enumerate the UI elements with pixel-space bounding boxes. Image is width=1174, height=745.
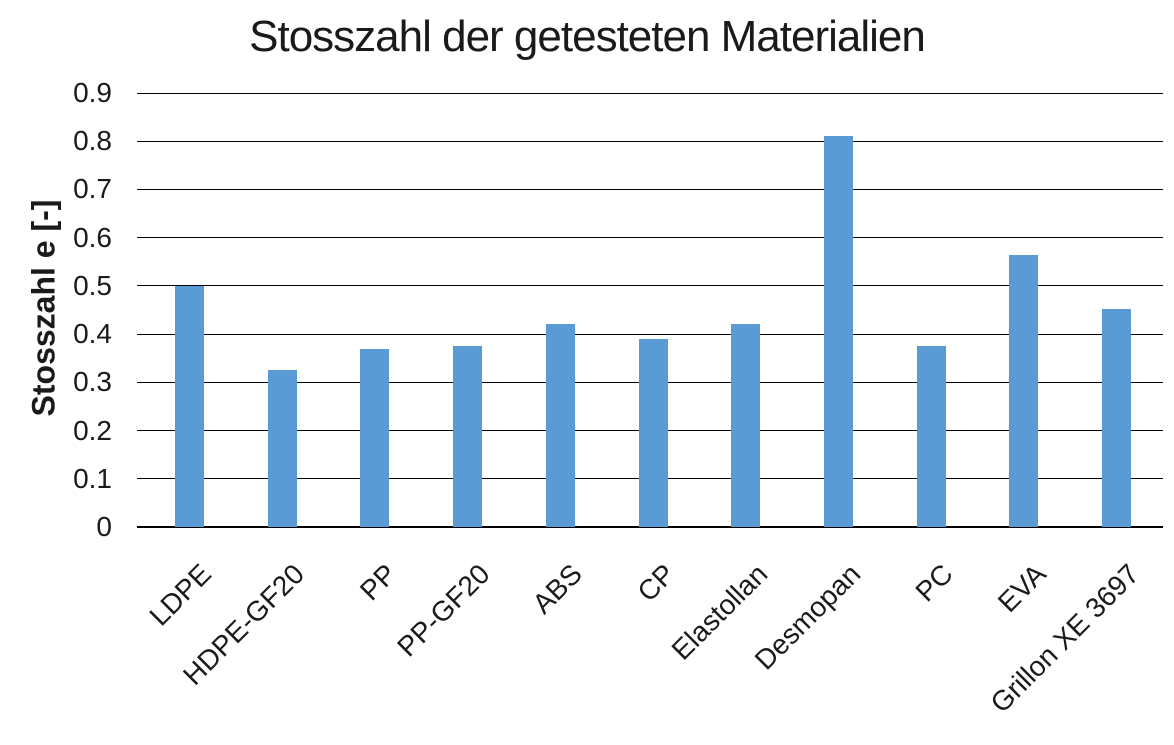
bar <box>916 346 946 527</box>
y-tick-label: 0.6 <box>73 221 112 253</box>
gridline <box>137 188 1163 190</box>
gridline <box>137 140 1163 142</box>
bar <box>360 349 390 527</box>
bar <box>823 136 853 527</box>
y-tick-label: 0.1 <box>73 462 112 494</box>
gridline <box>137 285 1163 287</box>
y-tick-label: 0 <box>96 511 112 542</box>
x-axis-label: LDPE <box>143 558 218 632</box>
x-axis-line <box>137 526 1163 528</box>
y-tick-label: 0.4 <box>73 318 112 350</box>
y-tick-label: 0.5 <box>73 269 112 301</box>
gridline <box>137 92 1163 94</box>
chart-title: Stosszahl der getesteten Materialien <box>249 12 926 61</box>
y-tick-label: 0.9 <box>73 77 112 108</box>
y-tick-label: 0.7 <box>73 173 112 205</box>
gridline <box>137 237 1163 239</box>
gridline <box>137 333 1163 335</box>
y-tick-label: 0.3 <box>73 366 112 398</box>
y-tick-label: 0.2 <box>73 414 112 446</box>
bar <box>545 324 575 527</box>
x-axis-label: EVA <box>991 558 1052 619</box>
bar <box>174 286 204 527</box>
bar <box>453 346 483 527</box>
x-axis-label: PC <box>909 558 960 608</box>
bar <box>1102 309 1132 527</box>
x-axis-label: ABS <box>526 558 589 620</box>
y-tick-label: 0.8 <box>73 125 112 157</box>
x-axis-label: PP <box>354 558 403 607</box>
bar <box>638 339 668 527</box>
bar <box>731 324 761 527</box>
x-axis-label: CP <box>631 558 681 608</box>
bar <box>1009 255 1039 527</box>
x-axis-label: PP-GF20 <box>391 558 496 663</box>
bar <box>267 370 297 527</box>
